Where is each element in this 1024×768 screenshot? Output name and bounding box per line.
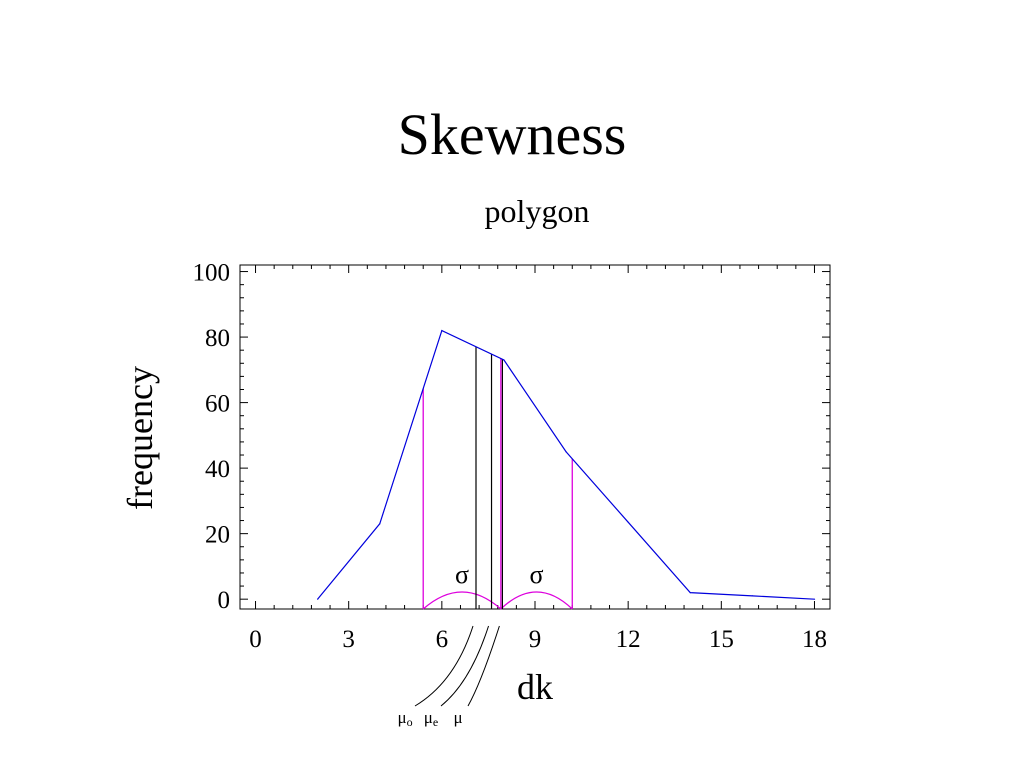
sigma-label: σ [455,560,469,589]
sigma-arc [500,591,573,610]
x-tick-label: 18 [802,626,827,653]
frequency-point [627,521,629,523]
sigma-arc [422,591,502,610]
sigma-label: σ [530,560,544,589]
y-tick-label: 100 [193,260,231,287]
central-marker-label: μ [453,708,462,727]
y-tick-label: 40 [205,456,230,483]
x-tick-label: 0 [249,626,262,653]
x-tick-label: 6 [436,626,449,653]
x-tick-label: 9 [529,626,542,653]
y-axis-label: frequency [120,366,160,510]
frequency-point [379,523,381,525]
frequency-polygon-line [317,329,815,600]
plot-frame [239,264,831,610]
x-axis-label: dk [517,667,553,707]
central-marker-label: μo [397,708,412,729]
central-pointer-line [440,625,490,707]
slide-title: Skewness [397,102,627,167]
y-tick-label: 20 [205,522,230,549]
y-tick-label: 60 [205,391,230,418]
central-pointer-line [414,625,474,707]
x-tick-label: 12 [616,626,641,653]
frequency-point [503,359,505,361]
y-tick-label: 0 [218,587,231,614]
central-marker-label: μe [424,708,438,729]
frequency-point [317,598,319,600]
frequency-point [813,598,816,600]
frequency-point [565,451,567,453]
x-tick-label: 3 [342,626,355,653]
chart-title: polygon [485,193,590,229]
x-tick-label: 15 [709,626,734,653]
frequency-point [751,595,753,597]
central-pointer-line [467,625,500,707]
y-tick-label: 80 [205,325,230,352]
frequency-point [689,592,691,594]
frequency-point [441,329,443,332]
